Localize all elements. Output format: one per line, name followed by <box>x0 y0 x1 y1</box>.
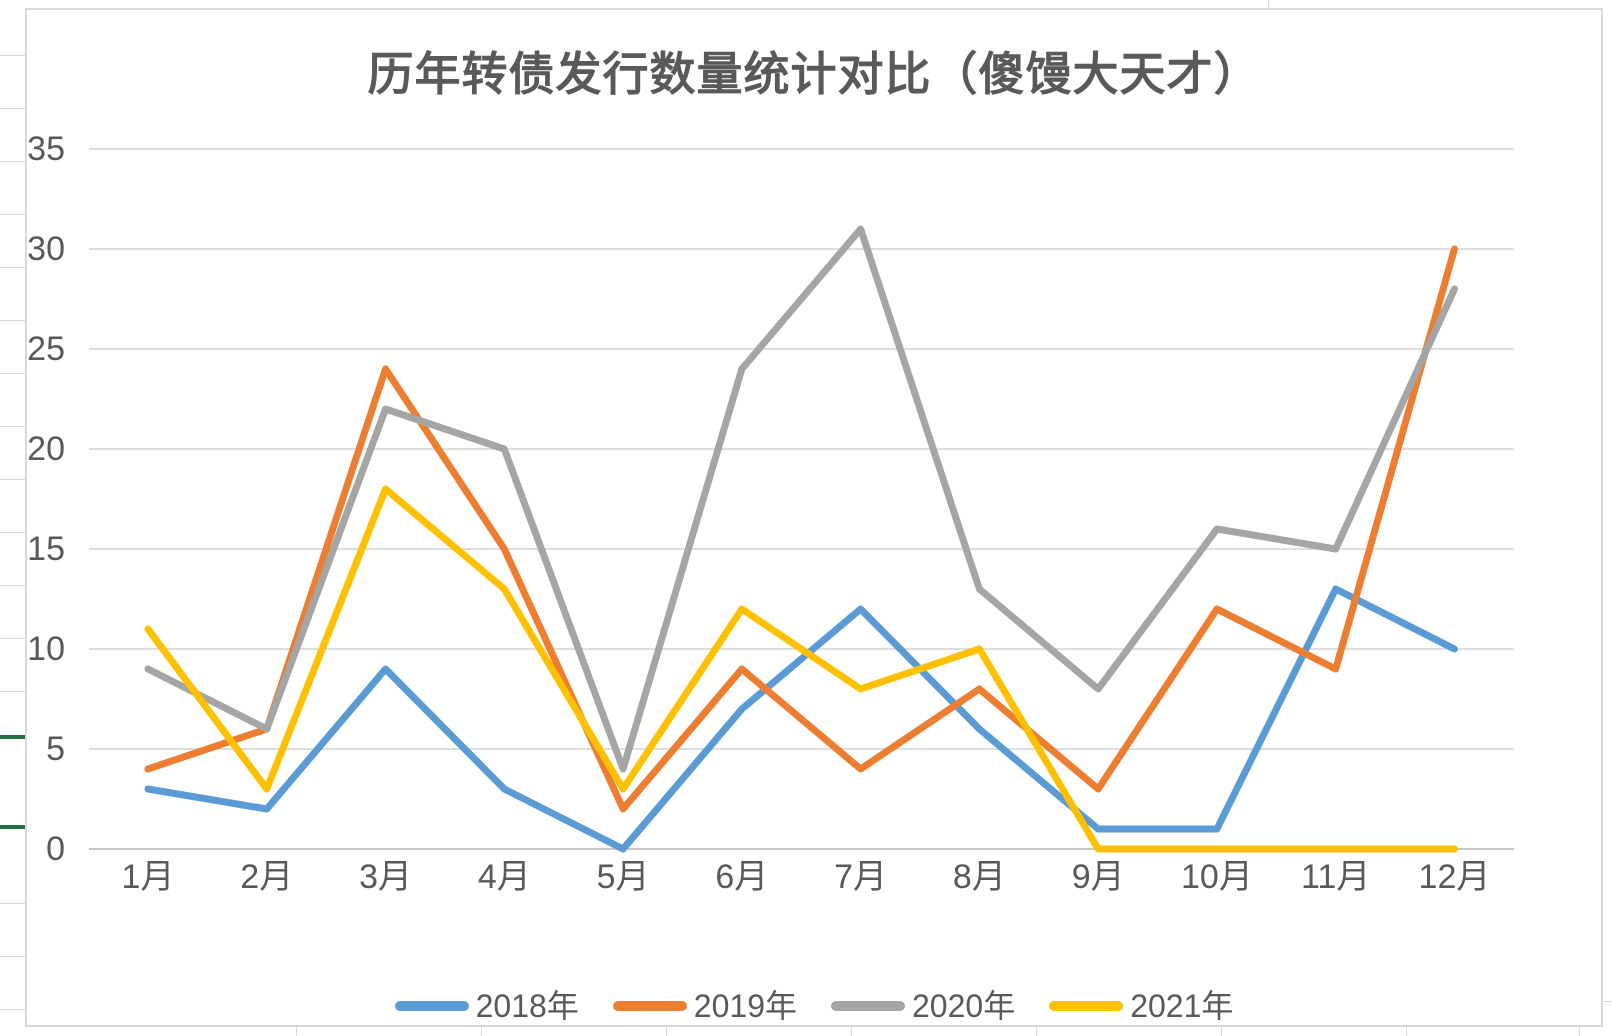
sheet-gridline <box>0 267 25 268</box>
legend-item-2021年: 2021年 <box>1049 988 1233 1024</box>
sheet-gridline <box>0 161 25 162</box>
sheet-gridline <box>0 638 25 639</box>
y-tick-label: 20 <box>27 430 65 468</box>
series-line-2019年 <box>144 245 1458 813</box>
y-tick-label: 15 <box>27 530 65 568</box>
legend-item-2019年: 2019年 <box>612 988 797 1024</box>
sheet-gridline <box>0 108 25 109</box>
legend-swatch-icon <box>612 1001 687 1011</box>
sheet-gridline <box>1221 1027 1222 1036</box>
x-tick-label: 3月 <box>359 858 412 896</box>
sheet-gridline <box>0 532 25 533</box>
x-tick-label: 10月 <box>1181 858 1253 896</box>
x-tick-label: 5月 <box>596 858 650 896</box>
sheet-gridline <box>851 1027 852 1036</box>
sheet-gridline <box>1036 1027 1037 1036</box>
sheet-gridline <box>1579 1027 1580 1036</box>
sheet-gridline <box>0 903 25 904</box>
sheet-accent-mark <box>0 735 25 739</box>
sheet-gridline <box>0 320 25 321</box>
chart-frame <box>25 8 1603 1027</box>
chart-title: 历年转债发行数量统计对比（傻馒大天才） <box>367 49 1261 100</box>
sheet-gridline <box>666 1027 667 1036</box>
sheet-gridline <box>1603 1001 1612 1002</box>
sheet-gridline <box>0 55 25 56</box>
sheet-gridline <box>296 1027 297 1036</box>
series-line-2018年 <box>144 585 1458 853</box>
y-tick-label: 35 <box>27 130 65 168</box>
legend-item-2020年: 2020年 <box>831 988 1015 1024</box>
legend-label: 2018年 <box>475 988 579 1024</box>
sheet-gridline <box>0 373 25 374</box>
legend-swatch-icon <box>831 1001 905 1011</box>
legend-label: 2020年 <box>912 988 1016 1024</box>
x-tick-label: 4月 <box>477 858 531 896</box>
sheet-gridline <box>1268 0 1269 8</box>
sheet-accent-mark <box>0 825 25 829</box>
legend-label: 2021年 <box>1130 988 1234 1024</box>
sheet-gridline <box>0 1009 25 1010</box>
legend: 2018年 2019年 2020年 2021年 <box>25 986 1603 1026</box>
x-tick-label: 12月 <box>1418 858 1491 896</box>
x-tick-label: 7月 <box>834 858 888 896</box>
series-line-2020年 <box>144 225 1458 773</box>
sheet-gridline <box>0 691 25 692</box>
sheet-gridline <box>1406 1027 1407 1036</box>
x-tick-label: 2月 <box>240 858 294 896</box>
y-tick-label: 30 <box>27 230 65 268</box>
x-tick-label: 1月 <box>121 858 175 896</box>
x-tick-label: 8月 <box>952 858 1006 896</box>
sheet-gridline <box>0 479 25 480</box>
x-tick-label: 6月 <box>715 858 769 896</box>
x-tick-label: 9月 <box>1071 858 1125 896</box>
legend-swatch-icon <box>1049 1001 1124 1011</box>
sheet-gridline <box>481 1027 482 1036</box>
y-tick-label: 10 <box>27 630 65 668</box>
y-tick-label: 5 <box>46 730 65 768</box>
sheet-gridline <box>0 956 25 957</box>
y-tick-label: 0 <box>46 830 65 868</box>
legend-item-2018年: 2018年 <box>394 988 579 1024</box>
sheet-gridline <box>0 585 25 586</box>
sheet-gridline <box>0 426 25 427</box>
legend-swatch-icon <box>394 1001 469 1011</box>
sheet-gridline <box>0 214 25 215</box>
y-tick-label: 25 <box>27 330 65 368</box>
legend-label: 2019年 <box>693 988 797 1024</box>
series-line-2021年 <box>144 485 1458 853</box>
x-tick-label: 11月 <box>1301 858 1371 896</box>
